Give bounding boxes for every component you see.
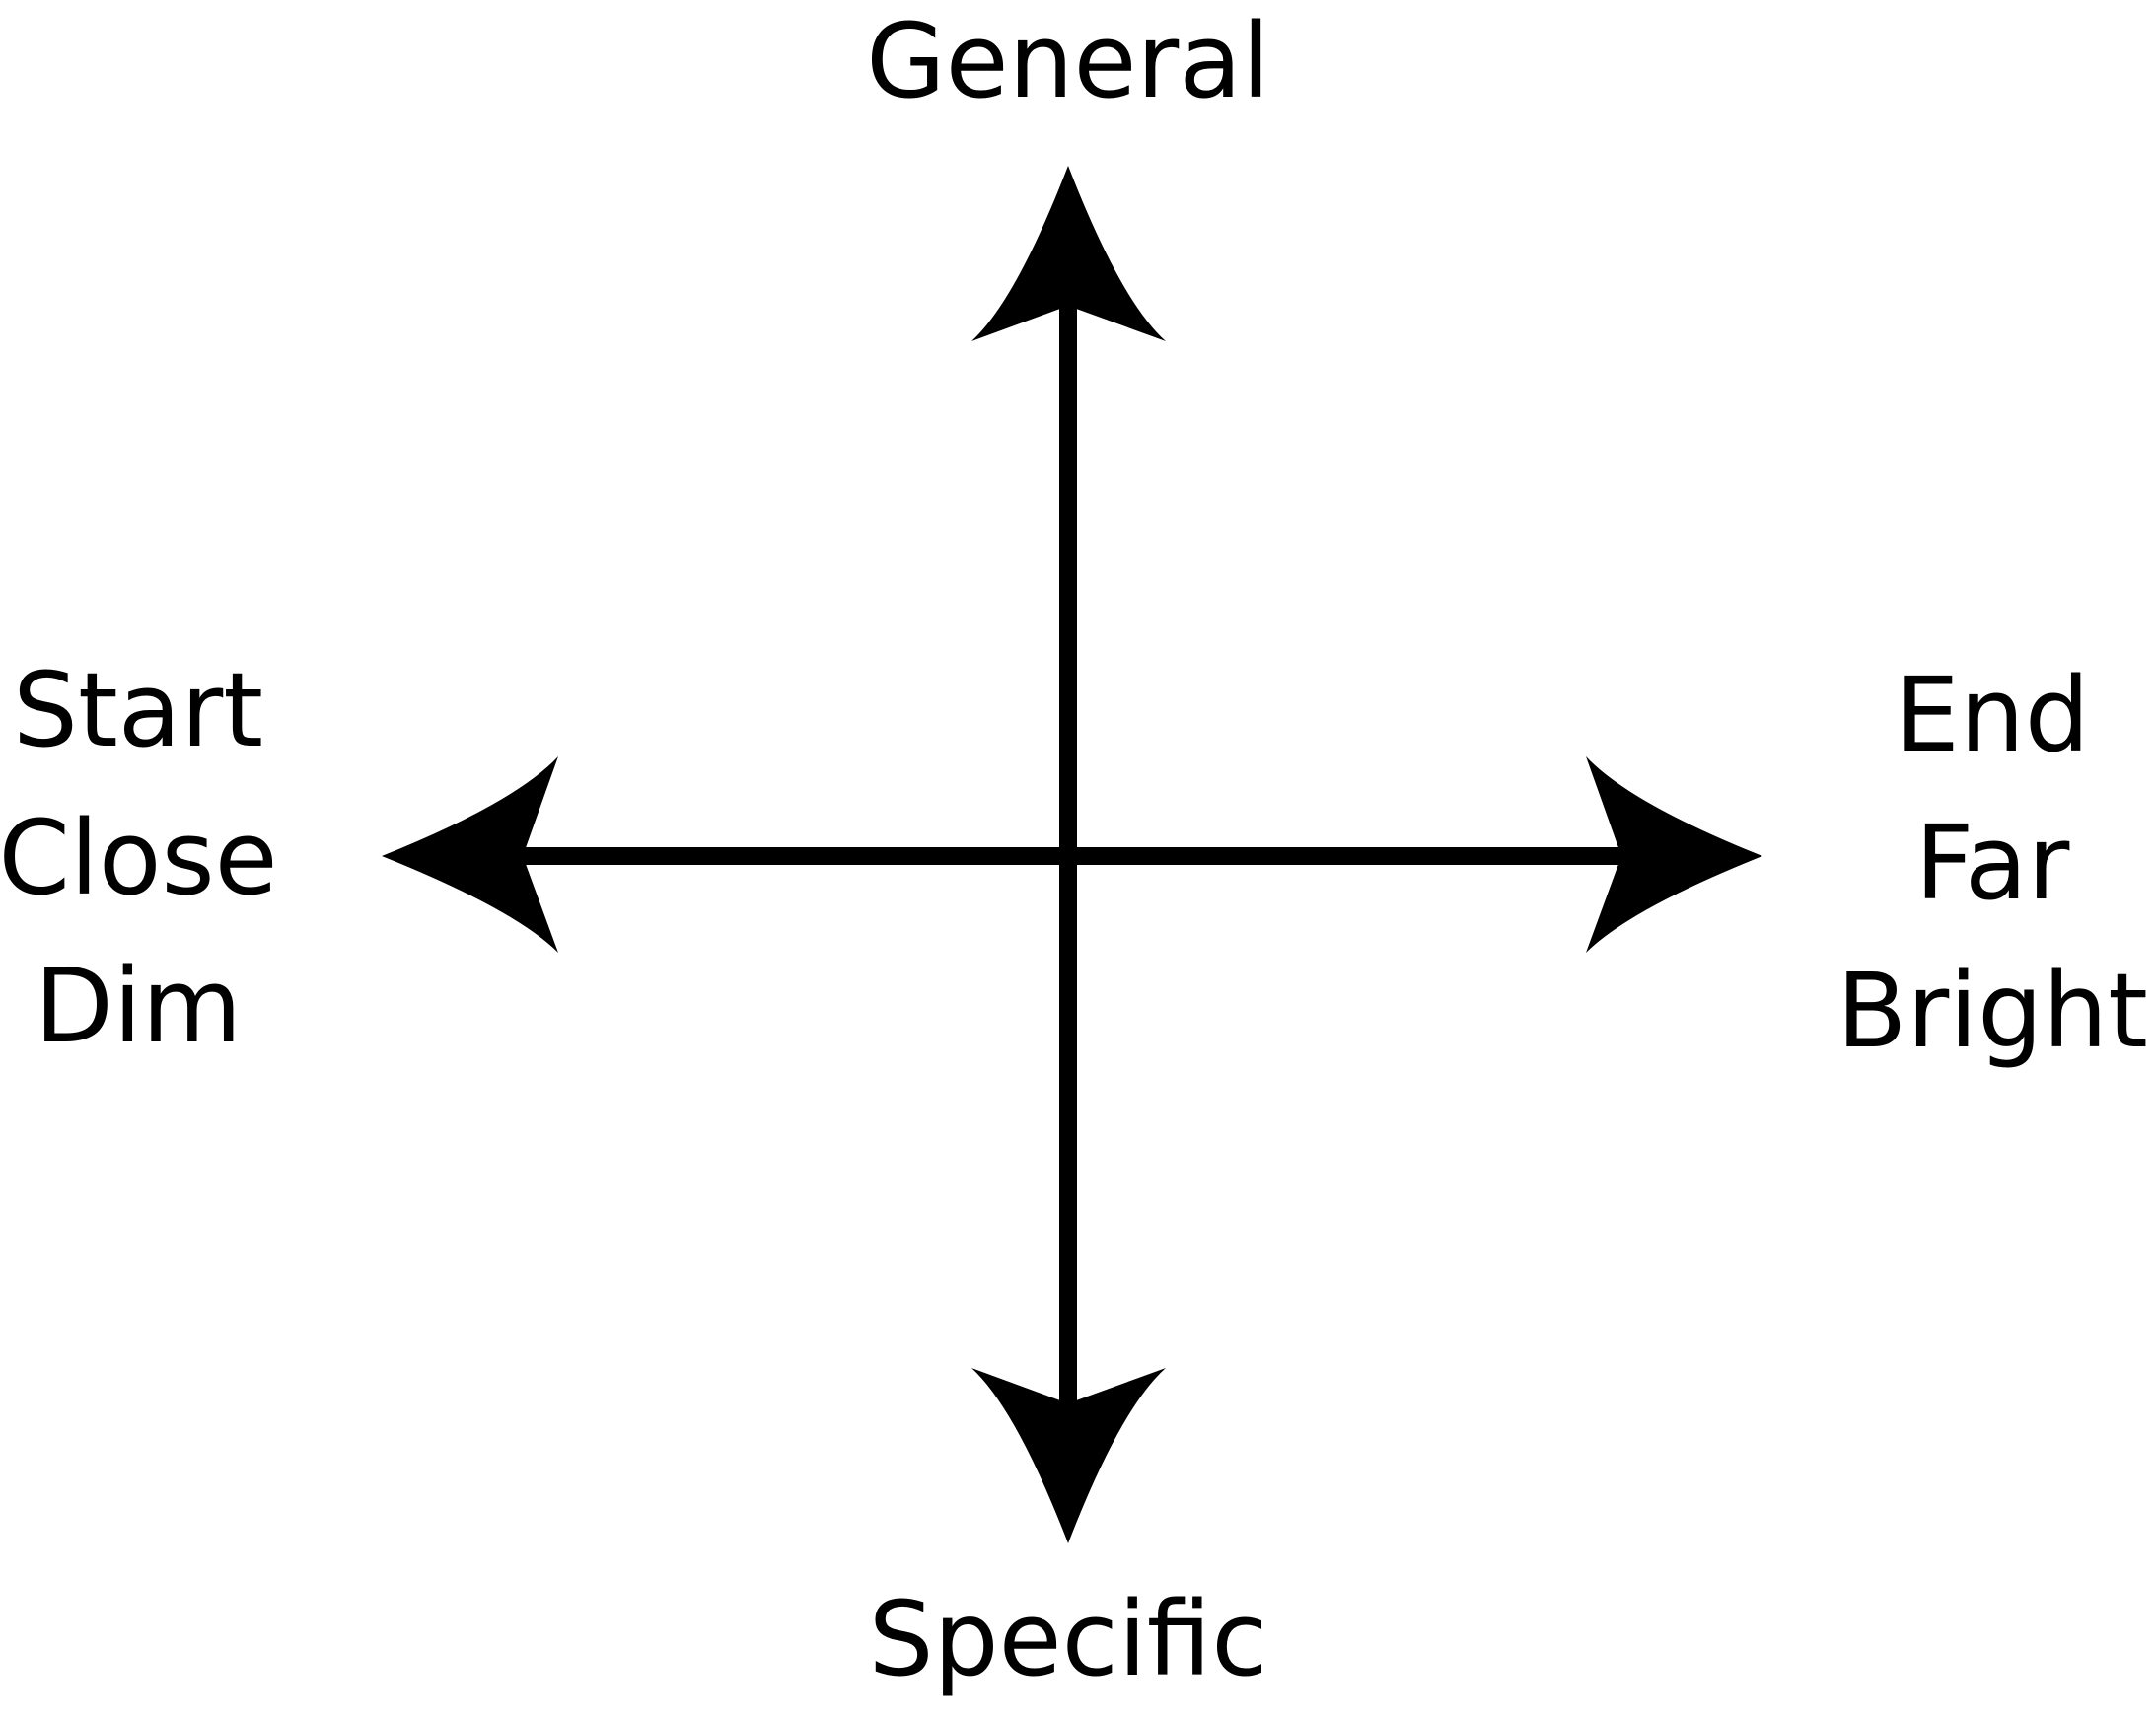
arrowhead-right-icon <box>1586 756 1762 953</box>
left-label-stack: Start Close Dim <box>0 636 278 1080</box>
right-label-stack: End Far Bright <box>1836 641 2148 1085</box>
label-end: End <box>1895 655 2090 775</box>
label-specific: Specific <box>868 1579 1268 1699</box>
arrowhead-left-icon <box>382 756 558 953</box>
label-general: General <box>866 1 1270 121</box>
arrowhead-up-icon <box>971 166 1166 341</box>
label-dim: Dim <box>34 946 243 1066</box>
label-start: Start <box>12 650 264 770</box>
label-close: Close <box>0 798 278 918</box>
label-far: Far <box>1914 803 2070 923</box>
label-bright: Bright <box>1836 951 2148 1071</box>
arrowhead-down-icon <box>971 1368 1166 1543</box>
